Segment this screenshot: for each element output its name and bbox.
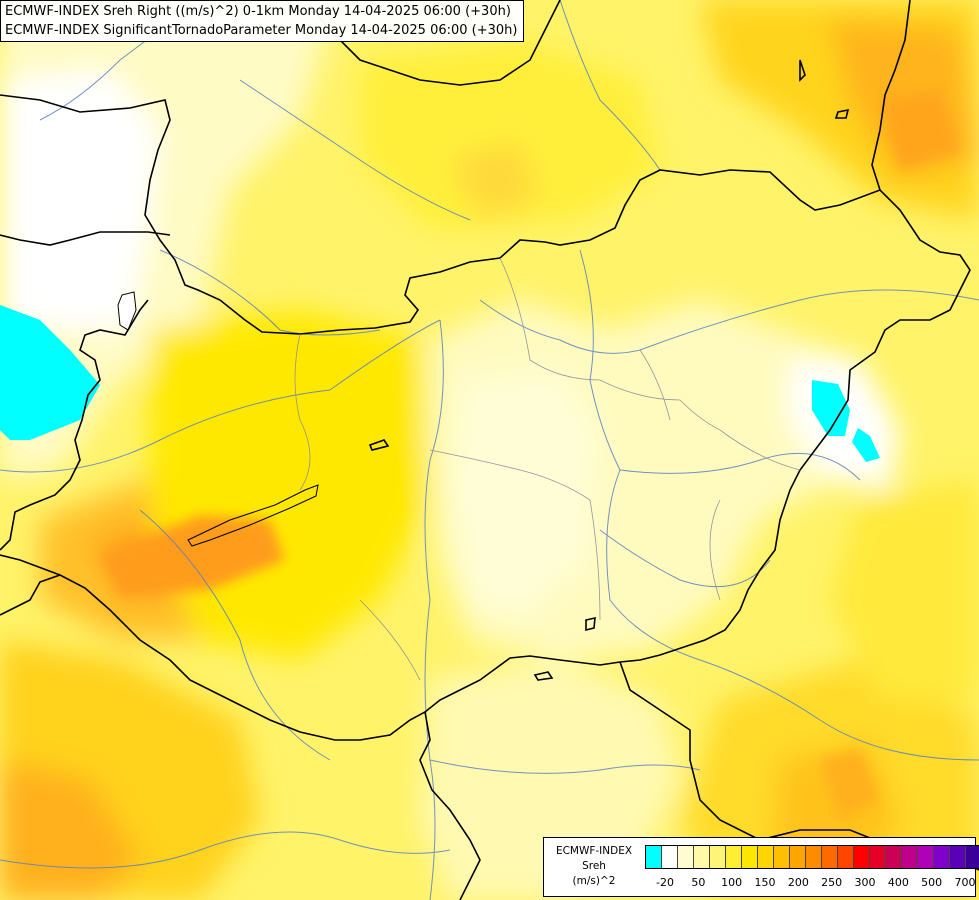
color-legend: ECMWF-INDEX Sreh (m/s)^2 -20 50 100 150 200 2… bbox=[543, 837, 979, 897]
legend-tick-label: 250 bbox=[821, 876, 843, 889]
legend-tick-label: 500 bbox=[921, 876, 943, 889]
legend-swatch bbox=[918, 846, 934, 868]
legend-swatch bbox=[710, 846, 726, 868]
map-title-box: ECMWF-INDEX Sreh Right ((m/s)^2) 0-1km M… bbox=[0, 0, 524, 42]
legend-tick-label: 700 bbox=[954, 876, 976, 889]
legend-variable: Sreh bbox=[582, 860, 606, 872]
cyan-patch-west bbox=[0, 305, 100, 440]
legend-swatch bbox=[646, 846, 662, 868]
legend-source: ECMWF-INDEX bbox=[555, 845, 633, 857]
legend-swatch bbox=[902, 846, 918, 868]
legend-swatch bbox=[870, 846, 886, 868]
legend-swatch bbox=[742, 846, 758, 868]
legend-swatch bbox=[662, 846, 678, 868]
legend-swatch bbox=[886, 846, 902, 868]
legend-tick-label: 400 bbox=[887, 876, 909, 889]
legend-unit: (m/s)^2 bbox=[572, 875, 616, 887]
legend-ticks: -20 50 100 150 200 250 300 400 500 700 bbox=[645, 876, 975, 890]
legend-swatch bbox=[854, 846, 870, 868]
legend-swatch bbox=[758, 846, 774, 868]
legend-tick-label: 300 bbox=[854, 876, 876, 889]
regional-boundaries bbox=[294, 257, 801, 681]
cyan-patch-east-2 bbox=[852, 428, 880, 462]
legend-swatch bbox=[950, 846, 966, 868]
legend-swatch bbox=[726, 846, 742, 868]
legend-tick-label: 200 bbox=[787, 876, 809, 889]
legend-swatch bbox=[774, 846, 790, 868]
legend-tick-label: 50 bbox=[691, 876, 706, 889]
legend-swatch bbox=[806, 846, 822, 868]
legend-tick-label: -20 bbox=[656, 876, 674, 889]
legend-swatch bbox=[678, 846, 694, 868]
map-title-line1: ECMWF-INDEX Sreh Right ((m/s)^2) 0-1km M… bbox=[5, 4, 511, 19]
legend-tick-label: 150 bbox=[754, 876, 776, 889]
cyan-patch-east bbox=[812, 380, 850, 436]
legend-swatch bbox=[790, 846, 806, 868]
legend-swatch bbox=[934, 846, 950, 868]
legend-swatch bbox=[694, 846, 710, 868]
legend-swatch bbox=[822, 846, 838, 868]
legend-swatches bbox=[645, 845, 979, 869]
legend-tick-label: 100 bbox=[721, 876, 743, 889]
map-title-line2: ECMWF-INDEX SignificantTornadoParameter … bbox=[5, 23, 518, 38]
legend-swatch bbox=[838, 846, 854, 868]
lake-balaton bbox=[187, 484, 319, 547]
legend-swatch bbox=[966, 846, 979, 868]
